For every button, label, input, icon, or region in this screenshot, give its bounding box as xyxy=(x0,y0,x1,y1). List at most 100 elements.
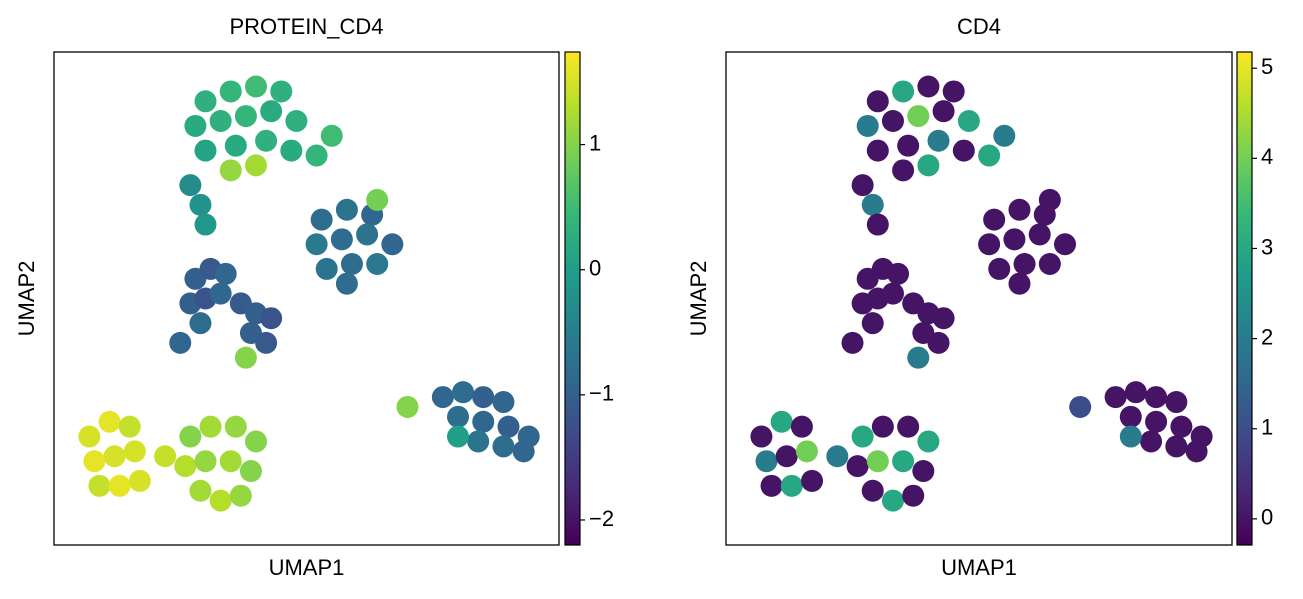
point xyxy=(209,110,232,133)
point xyxy=(907,105,930,128)
point xyxy=(1008,198,1031,221)
point xyxy=(1054,233,1077,256)
point xyxy=(1165,435,1188,458)
point xyxy=(861,479,884,502)
point xyxy=(492,435,515,458)
point xyxy=(305,233,328,256)
point xyxy=(169,331,192,354)
point xyxy=(892,80,915,103)
point xyxy=(1165,391,1188,414)
point xyxy=(194,90,217,113)
point xyxy=(881,110,904,133)
point xyxy=(492,391,515,414)
point xyxy=(447,405,469,428)
point xyxy=(978,144,1001,167)
colorbar-tick-label: 4 xyxy=(1261,144,1273,169)
point xyxy=(103,445,126,468)
point xyxy=(770,410,793,433)
colorbar-tick-label: 1 xyxy=(1261,415,1273,440)
point xyxy=(1104,386,1127,409)
point xyxy=(98,410,121,433)
point xyxy=(234,346,257,369)
point xyxy=(1140,430,1163,453)
point xyxy=(340,252,363,275)
point xyxy=(780,474,803,497)
point xyxy=(219,450,242,473)
colorbar-tick-label: 0 xyxy=(589,256,601,281)
point xyxy=(775,445,798,468)
point xyxy=(993,124,1016,147)
point xyxy=(790,415,813,438)
point xyxy=(194,450,217,473)
point xyxy=(851,425,874,448)
point xyxy=(128,469,151,492)
point xyxy=(179,425,202,448)
point xyxy=(892,450,915,473)
point xyxy=(917,430,940,453)
point xyxy=(897,134,920,157)
point xyxy=(1038,188,1061,211)
point xyxy=(330,228,353,251)
point xyxy=(154,445,177,468)
point xyxy=(1145,386,1168,409)
point xyxy=(1124,381,1147,404)
point xyxy=(366,252,389,275)
point xyxy=(841,331,864,354)
point xyxy=(260,100,283,123)
point xyxy=(245,430,267,453)
point xyxy=(866,213,889,236)
point xyxy=(280,139,303,162)
point xyxy=(194,139,217,162)
point xyxy=(856,114,879,137)
point xyxy=(1119,425,1142,448)
point xyxy=(255,331,278,354)
colorbar xyxy=(564,51,581,546)
point xyxy=(118,415,141,438)
point xyxy=(861,193,884,216)
point xyxy=(224,415,247,438)
point xyxy=(245,75,267,98)
point xyxy=(88,474,111,497)
point xyxy=(366,188,389,211)
point xyxy=(1008,272,1031,295)
point xyxy=(467,430,490,453)
colorbar-tick-label: −1 xyxy=(589,381,614,406)
point xyxy=(270,80,293,103)
point xyxy=(988,257,1011,280)
point xyxy=(866,90,889,113)
point xyxy=(983,208,1006,231)
colorbar-tick-label: 2 xyxy=(1261,324,1273,349)
colorbar-tick-label: 0 xyxy=(1261,505,1273,530)
point xyxy=(472,386,495,409)
point xyxy=(229,484,252,507)
x-axis-label: UMAP1 xyxy=(269,555,345,580)
point xyxy=(123,440,146,463)
point xyxy=(907,346,930,369)
point xyxy=(108,474,131,497)
point xyxy=(750,425,773,448)
point xyxy=(952,139,975,162)
point xyxy=(209,282,232,305)
point xyxy=(315,257,338,280)
point xyxy=(431,386,454,409)
point xyxy=(452,381,475,404)
colorbar xyxy=(1236,51,1253,546)
point xyxy=(927,331,950,354)
point xyxy=(1185,440,1208,463)
point xyxy=(209,489,232,512)
point xyxy=(83,450,106,473)
point xyxy=(224,134,247,157)
point xyxy=(755,450,778,473)
point xyxy=(1038,252,1061,275)
point xyxy=(310,208,333,231)
chart-title: CD4 xyxy=(957,14,1001,39)
point xyxy=(760,474,783,497)
point xyxy=(179,174,202,197)
point xyxy=(881,489,904,512)
point xyxy=(1069,395,1092,418)
point xyxy=(912,460,935,483)
y-axis-label: UMAP2 xyxy=(14,261,39,337)
point xyxy=(396,395,419,418)
point xyxy=(826,445,849,468)
point xyxy=(881,282,904,305)
